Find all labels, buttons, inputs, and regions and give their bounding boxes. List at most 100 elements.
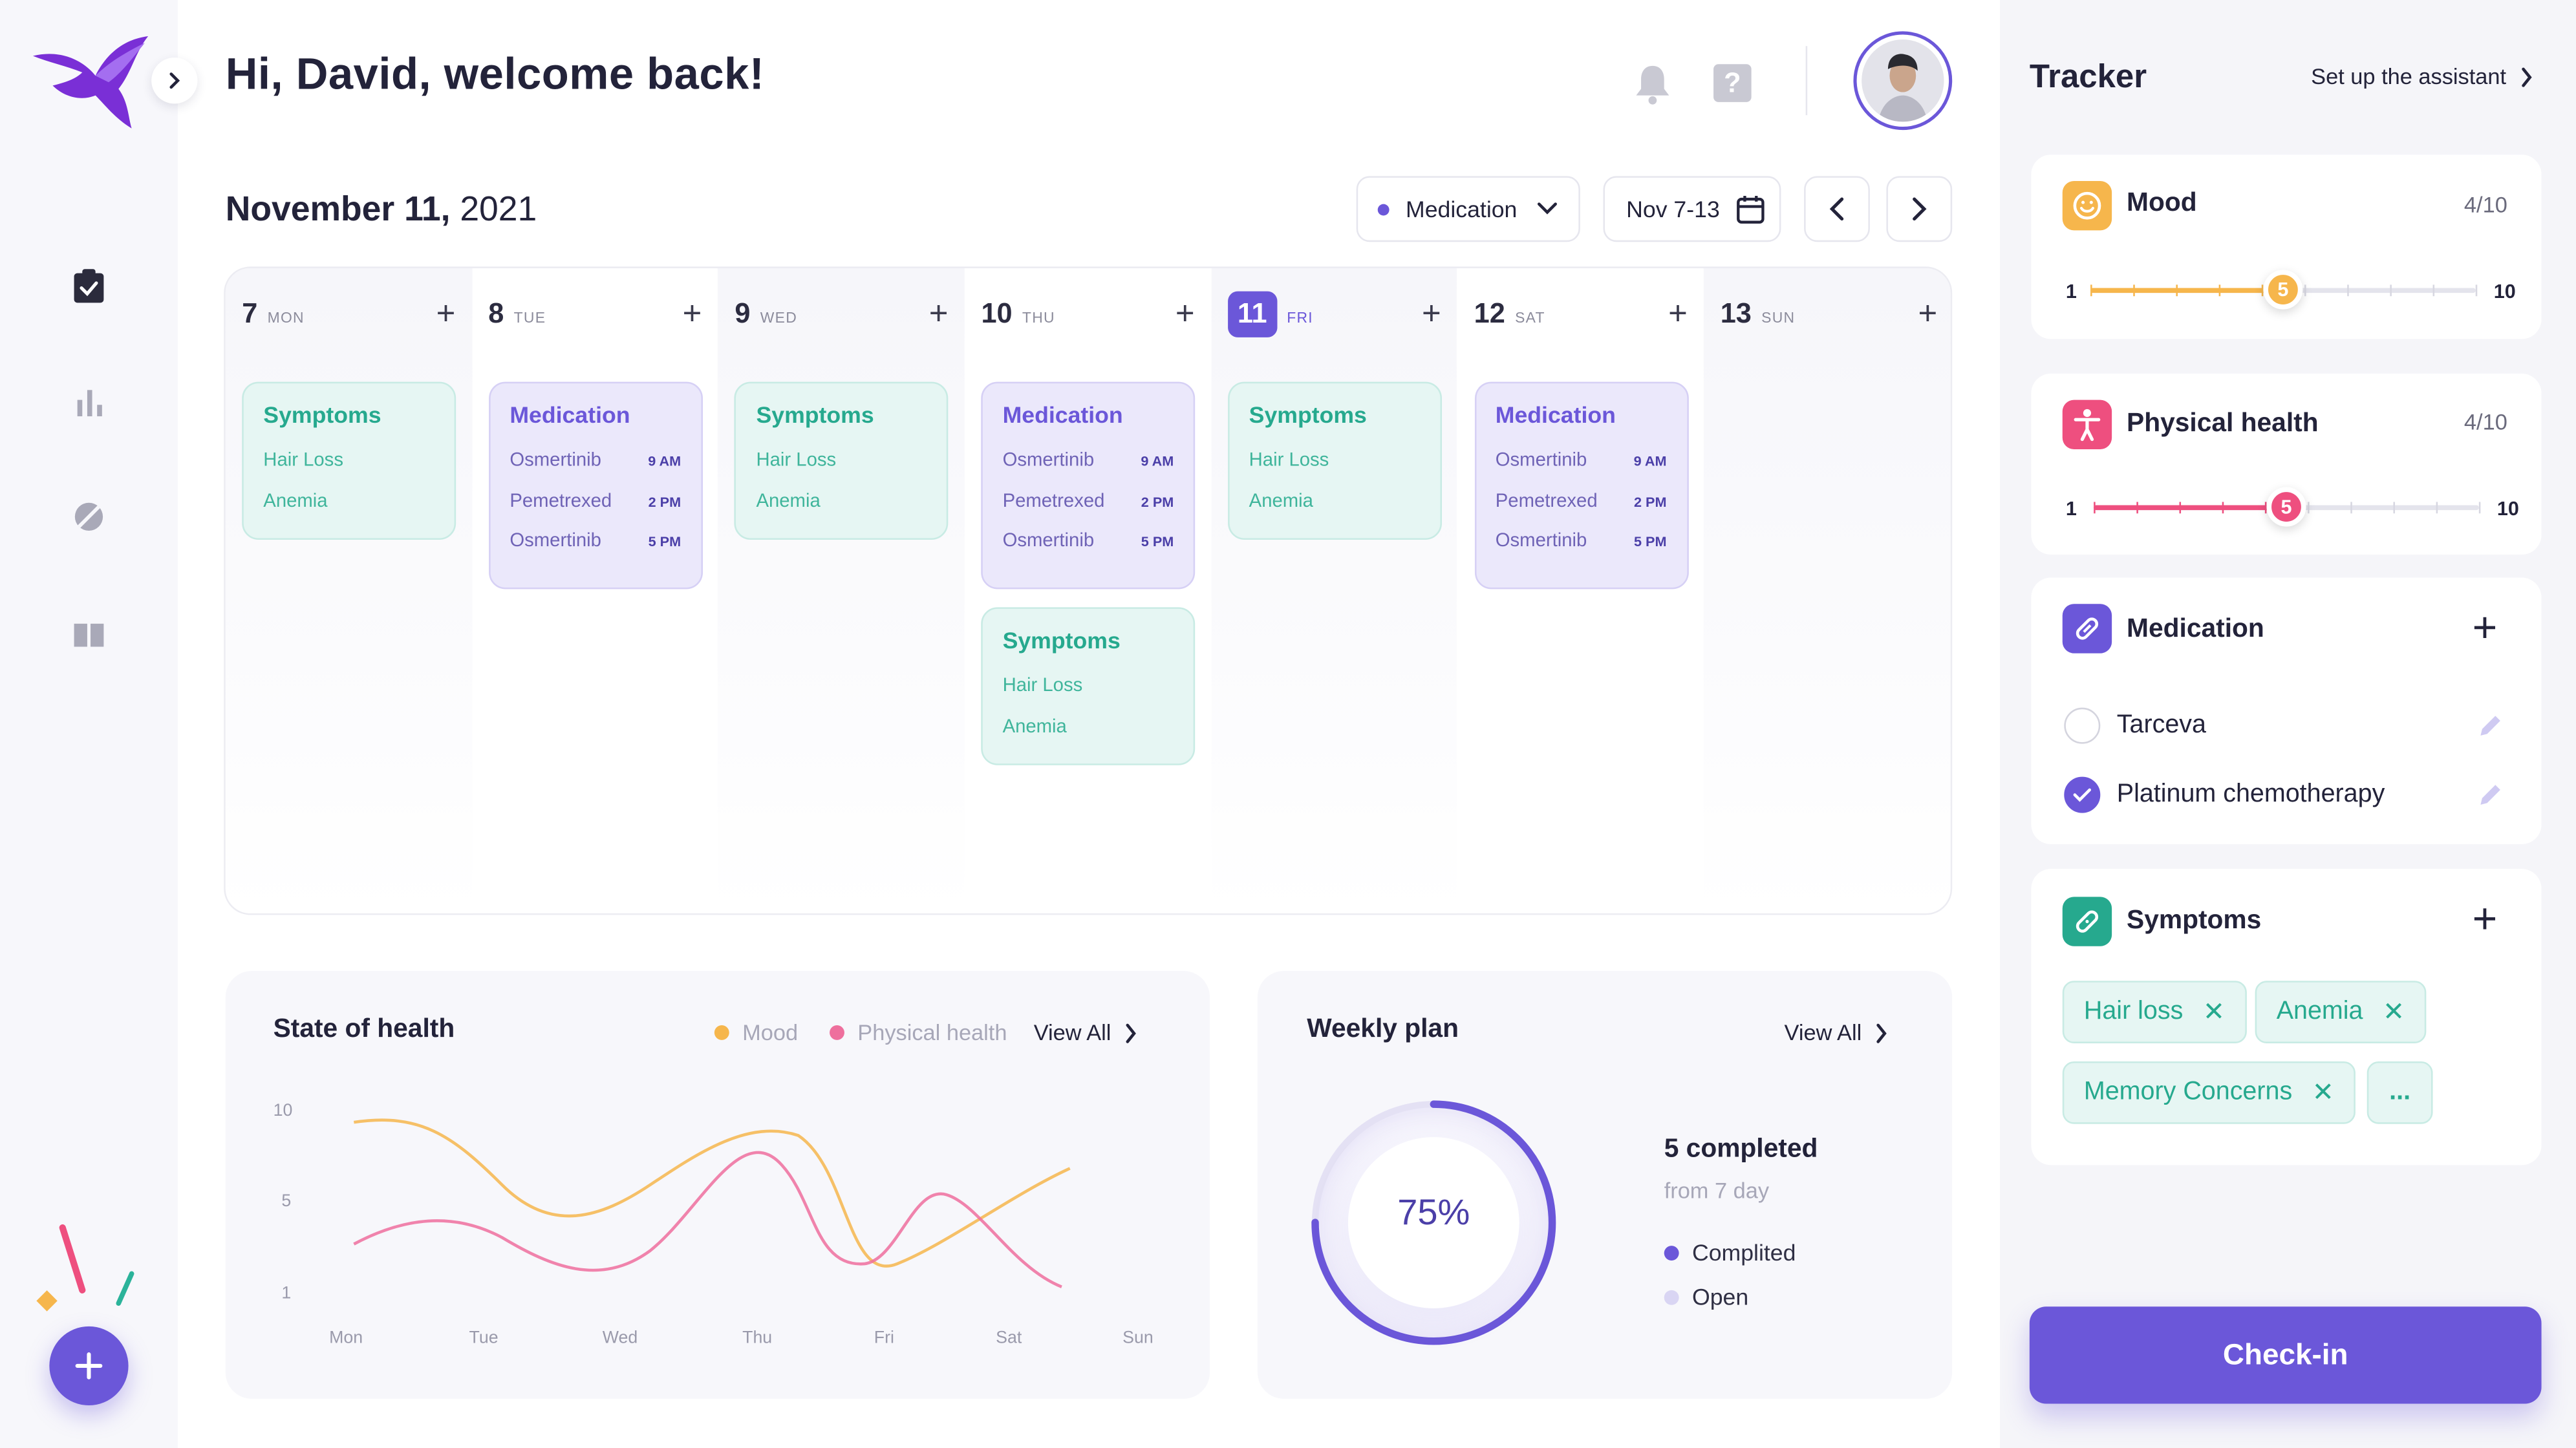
medication-name: Osmertinib bbox=[1495, 451, 1587, 471]
previous-week-button[interactable] bbox=[1804, 176, 1870, 242]
medication-time: 2 PM bbox=[1141, 493, 1174, 510]
medication-event-card[interactable]: Medication Osmertinib 9 AM Pemetrexed 2 PM… bbox=[1474, 381, 1688, 590]
add-event-button[interactable]: + bbox=[436, 296, 456, 333]
nav-medication[interactable] bbox=[69, 497, 109, 537]
remove-chip-icon[interactable]: ✕ bbox=[2312, 1079, 2334, 1108]
symptoms-event-card[interactable]: Symptoms Hair Loss Anemia bbox=[1227, 381, 1442, 540]
mood-slider-knob[interactable]: 5 bbox=[2263, 270, 2303, 310]
slider-tick bbox=[2347, 284, 2349, 297]
slider-tick bbox=[2133, 284, 2135, 297]
legend-completed: Complited bbox=[1664, 1239, 1796, 1266]
help-button[interactable]: ? bbox=[1713, 64, 1752, 102]
remove-chip-icon[interactable]: ✕ bbox=[2383, 999, 2405, 1027]
expand-sidebar-button[interactable] bbox=[151, 58, 198, 104]
event-item: Anemia bbox=[1249, 491, 1313, 512]
smile-icon bbox=[2073, 191, 2101, 220]
remove-chip-icon[interactable]: ✕ bbox=[2202, 999, 2226, 1027]
event-item: Anemia bbox=[263, 491, 328, 512]
slider-tick bbox=[2393, 502, 2395, 514]
filter-label: Medication bbox=[1406, 195, 1518, 222]
more-symptoms-button[interactable]: ... bbox=[2367, 1061, 2433, 1124]
event-title: Medication bbox=[1495, 401, 1616, 428]
donut-progress-arc bbox=[1311, 1100, 1556, 1345]
physical-slider-fill bbox=[2094, 505, 2286, 511]
symptoms-event-card[interactable]: Symptoms Hair Loss Anemia bbox=[981, 607, 1196, 765]
symptoms-event-card[interactable]: Symptoms Hair Loss Anemia bbox=[735, 381, 949, 540]
health-line-chart bbox=[353, 1118, 1071, 1288]
radio-unchecked[interactable] bbox=[2064, 707, 2101, 744]
slider-max: 10 bbox=[2496, 496, 2519, 520]
book-icon bbox=[74, 623, 104, 647]
symptoms-event-card[interactable]: Symptoms Hair Loss Anemia bbox=[242, 381, 456, 540]
nav-statistics[interactable] bbox=[69, 382, 109, 421]
edit-pencil-icon[interactable] bbox=[2477, 782, 2504, 808]
event-item: Hair Loss bbox=[1249, 451, 1329, 471]
avatar-portrait bbox=[1862, 39, 1944, 122]
x-tick: Tue bbox=[469, 1328, 499, 1348]
check-in-button[interactable]: Check-in bbox=[2029, 1306, 2542, 1404]
tracker-title: Tracker bbox=[2029, 59, 2147, 96]
symptoms-label: Symptoms bbox=[2127, 906, 2262, 935]
day-name: SAT bbox=[1515, 309, 1545, 326]
medication-item-label: Platinum chemotherapy bbox=[2116, 780, 2385, 808]
y-tick: 10 bbox=[273, 1101, 293, 1121]
edit-pencil-icon[interactable] bbox=[2477, 712, 2504, 739]
setup-assistant-link[interactable]: Set up the assistant bbox=[2311, 64, 2533, 89]
filter-dropdown[interactable]: Medication bbox=[1356, 176, 1580, 242]
notifications-button[interactable] bbox=[1633, 63, 1672, 114]
slider-min: 1 bbox=[2065, 496, 2077, 520]
legend-physical-label: Physical health bbox=[857, 1020, 1007, 1045]
medication-event-card[interactable]: Medication Osmertinib 9 AM Pemetrexed 2 PM… bbox=[488, 381, 703, 590]
add-event-button[interactable]: + bbox=[1918, 296, 1938, 333]
nav-calendar-tasks[interactable] bbox=[69, 266, 109, 306]
medication-name: Osmertinib bbox=[1002, 531, 1095, 552]
medication-item-tarceva[interactable]: Tarceva bbox=[2064, 707, 2206, 744]
slider-max: 10 bbox=[2493, 279, 2516, 303]
symptom-chip[interactable]: Memory Concerns ✕ bbox=[2062, 1061, 2356, 1124]
mood-label: Mood bbox=[2127, 189, 2197, 218]
add-button[interactable] bbox=[49, 1326, 129, 1406]
user-avatar[interactable] bbox=[1853, 31, 1953, 131]
nav-library[interactable] bbox=[69, 615, 109, 655]
medication-event-card[interactable]: Medication Osmertinib 9 AM Pemetrexed 2 PM… bbox=[981, 381, 1196, 590]
add-symptom-button[interactable]: + bbox=[2472, 893, 2498, 943]
physical-slider-knob[interactable]: 5 bbox=[2266, 487, 2306, 527]
medication-name: Osmertinib bbox=[1002, 451, 1095, 471]
completed-subtitle: from 7 day bbox=[1664, 1178, 1770, 1203]
mood-slider-fill bbox=[2090, 288, 2283, 293]
bandage-icon bbox=[2076, 910, 2099, 933]
radio-checked[interactable] bbox=[2064, 776, 2101, 813]
day-number: 8 bbox=[488, 297, 504, 330]
add-event-button[interactable]: + bbox=[1421, 296, 1441, 333]
add-event-button[interactable]: + bbox=[928, 296, 949, 333]
medication-label: Medication bbox=[2127, 615, 2264, 644]
day-column-sun: 13 SUN + bbox=[1704, 268, 1951, 913]
weekly-view-all-link[interactable]: View All bbox=[1785, 1020, 1888, 1045]
check-in-label: Check-in bbox=[2222, 1337, 2348, 1371]
date-range-picker[interactable]: Nov 7-13 bbox=[1603, 176, 1781, 242]
week-calendar: 7 MON + Symptoms Hair Loss Anemia 8 TUE + … bbox=[224, 266, 1953, 915]
symptoms-icon bbox=[2062, 897, 2112, 946]
completed-dot bbox=[1664, 1244, 1679, 1260]
add-event-button[interactable]: + bbox=[682, 296, 702, 333]
medication-item-platinum[interactable]: Platinum chemotherapy bbox=[2064, 776, 2385, 813]
symptom-chip[interactable]: Anemia ✕ bbox=[2255, 981, 2427, 1043]
x-tick: Sun bbox=[1122, 1328, 1154, 1348]
health-view-all-link[interactable]: View All bbox=[1034, 1020, 1137, 1045]
legend-open: Open bbox=[1664, 1284, 1748, 1310]
next-week-button[interactable] bbox=[1886, 176, 1953, 242]
add-event-button[interactable]: + bbox=[1175, 296, 1195, 333]
medication-name: Osmertinib bbox=[1495, 531, 1587, 552]
day-name: FRI bbox=[1287, 309, 1313, 326]
add-medication-button[interactable]: + bbox=[2472, 602, 2498, 652]
weekly-progress-donut bbox=[1311, 1100, 1556, 1345]
add-event-button[interactable]: + bbox=[1668, 296, 1688, 333]
symptom-chip[interactable]: Hair loss ✕ bbox=[2062, 981, 2247, 1043]
legend-physical-health: Physical health bbox=[830, 1020, 1007, 1045]
slider-tick bbox=[2432, 284, 2435, 297]
state-of-health-title: State of health bbox=[273, 1015, 455, 1043]
date-month-day: November 11, bbox=[225, 191, 451, 229]
date-year: 2021 bbox=[460, 191, 537, 229]
hummingbird-logo[interactable] bbox=[30, 23, 155, 135]
filter-dot bbox=[1377, 203, 1390, 215]
